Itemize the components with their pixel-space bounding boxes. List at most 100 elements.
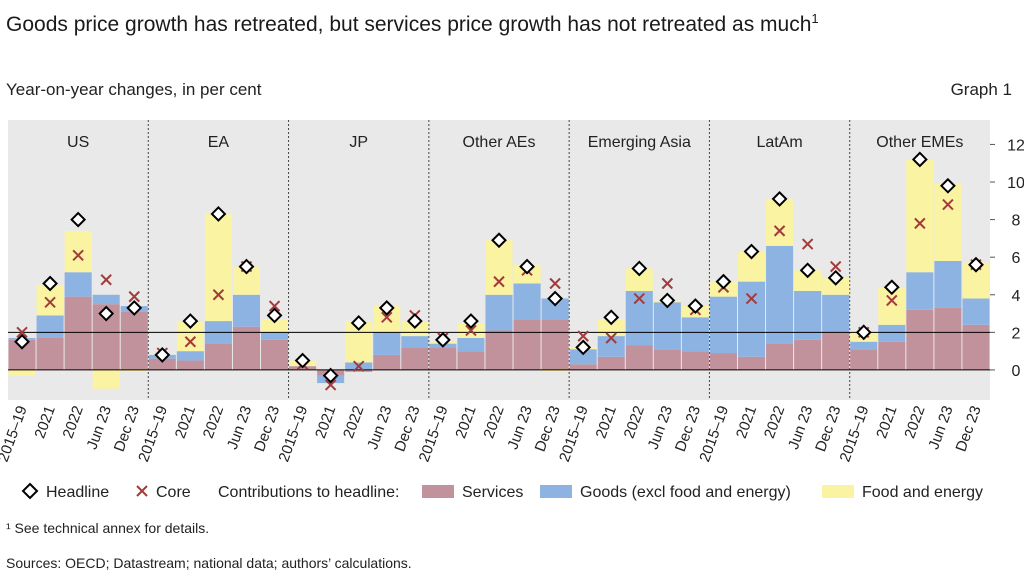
chart-subtitle: Year-on-year changes, in per cent xyxy=(6,80,262,99)
headline-marker xyxy=(547,290,564,307)
group-label: US xyxy=(67,134,89,151)
bar-services xyxy=(261,339,289,370)
x-tick-label: 2021 xyxy=(873,404,900,441)
core-marker xyxy=(549,277,561,290)
core-marker xyxy=(16,326,28,339)
bar-goods xyxy=(766,245,794,344)
chart-title-text: Goods price growth has retreated, but se… xyxy=(6,13,812,36)
core-marker xyxy=(914,217,926,230)
core-marker xyxy=(72,249,84,262)
y-tick-label: 0 xyxy=(1012,363,1021,380)
group-label: Other AEs xyxy=(463,134,536,151)
x-tick-label: Jun 23 xyxy=(504,404,535,452)
core-marker xyxy=(577,330,589,342)
legend-food-swatch xyxy=(822,485,854,498)
bar-services xyxy=(36,337,64,370)
x-tick-label: 2022 xyxy=(761,404,788,441)
y-tick-label: 2 xyxy=(1012,325,1021,342)
bar-services xyxy=(120,311,148,370)
bar-services xyxy=(401,347,429,370)
headline-marker xyxy=(659,292,676,309)
bar-food xyxy=(120,369,148,372)
bar-goods xyxy=(261,332,289,340)
core-marker xyxy=(268,300,281,312)
core-marker xyxy=(773,225,786,237)
headline-marker xyxy=(406,313,423,329)
bar-food xyxy=(625,268,653,292)
x-tick-label: Dec 23 xyxy=(391,404,423,454)
bar-goods xyxy=(737,281,766,357)
bar-goods xyxy=(64,272,92,297)
headline-marker xyxy=(42,275,58,292)
core-marker xyxy=(745,292,758,305)
bar-services xyxy=(709,353,737,370)
x-tick-label: Dec 23 xyxy=(952,404,984,454)
core-marker xyxy=(465,324,477,337)
headline-marker xyxy=(799,262,816,279)
core-marker xyxy=(353,360,365,372)
bar-services xyxy=(345,369,373,372)
core-marker xyxy=(381,311,393,324)
bar-services xyxy=(176,360,204,370)
x-tick-label: 2021 xyxy=(172,404,199,441)
bar-goods xyxy=(906,272,934,310)
headline-marker xyxy=(855,324,872,341)
bar-services xyxy=(794,339,822,370)
bar-goods xyxy=(709,296,737,354)
bar-goods xyxy=(597,336,625,357)
headline-marker xyxy=(911,151,928,168)
bar-services xyxy=(373,354,401,370)
core-marker xyxy=(212,289,225,301)
headline-marker xyxy=(771,191,788,207)
bar-services xyxy=(653,349,681,370)
group-label: LatAm xyxy=(756,134,802,151)
bar-goods xyxy=(794,291,822,340)
group-label: Emerging Asia xyxy=(588,134,691,151)
bar-food xyxy=(8,369,36,376)
title-footnote-mark: 1 xyxy=(811,11,819,26)
headline-marker xyxy=(968,256,984,273)
bar-services xyxy=(513,319,541,370)
x-tick-label: Dec 23 xyxy=(812,404,844,454)
headline-marker xyxy=(154,346,171,363)
headline-marker xyxy=(266,307,283,324)
core-marker xyxy=(184,336,197,348)
bar-food xyxy=(541,369,569,372)
headline-marker xyxy=(715,273,732,290)
legend-food-label: Food and energy xyxy=(862,484,983,501)
sources-note: Sources: OECD; Datastream; national data… xyxy=(6,555,412,571)
bar-goods xyxy=(850,341,878,350)
x-tick-label: 2021 xyxy=(312,404,339,441)
bar-food xyxy=(261,319,289,333)
x-tick-label: 2015–19 xyxy=(0,404,31,465)
x-tick-label: 2022 xyxy=(480,404,507,441)
headline-marker xyxy=(70,211,87,228)
x-tick-label: 2022 xyxy=(621,404,648,441)
legend-services-label: Services xyxy=(462,484,523,501)
y-tick-label: 8 xyxy=(1012,213,1021,230)
bar-food xyxy=(92,369,120,389)
headline-marker xyxy=(98,305,115,322)
bar-goods xyxy=(232,294,261,327)
y-tick-label: 10 xyxy=(1007,175,1024,192)
x-tick-label: 2022 xyxy=(901,404,928,441)
y-tick-label: 4 xyxy=(1012,288,1021,305)
bar-goods xyxy=(485,294,513,331)
bar-services xyxy=(962,324,990,370)
x-tick-label: Jun 23 xyxy=(785,404,816,452)
bar-services xyxy=(625,345,653,370)
footnote: ¹ See technical annex for details. xyxy=(6,520,210,536)
bar-services xyxy=(204,343,232,370)
headline-marker xyxy=(687,298,704,314)
headline-marker xyxy=(238,258,255,275)
x-tick-label: 2021 xyxy=(452,404,479,441)
headline-marker xyxy=(939,177,956,194)
headline-marker xyxy=(575,339,592,356)
bar-goods xyxy=(569,349,597,365)
bar-services xyxy=(681,351,709,370)
x-tick-label: Dec 23 xyxy=(251,404,283,454)
bar-food xyxy=(204,213,232,322)
bar-services xyxy=(822,332,850,370)
legend-contributions-label: Contributions to headline: xyxy=(218,484,399,501)
headline-marker xyxy=(294,352,311,369)
